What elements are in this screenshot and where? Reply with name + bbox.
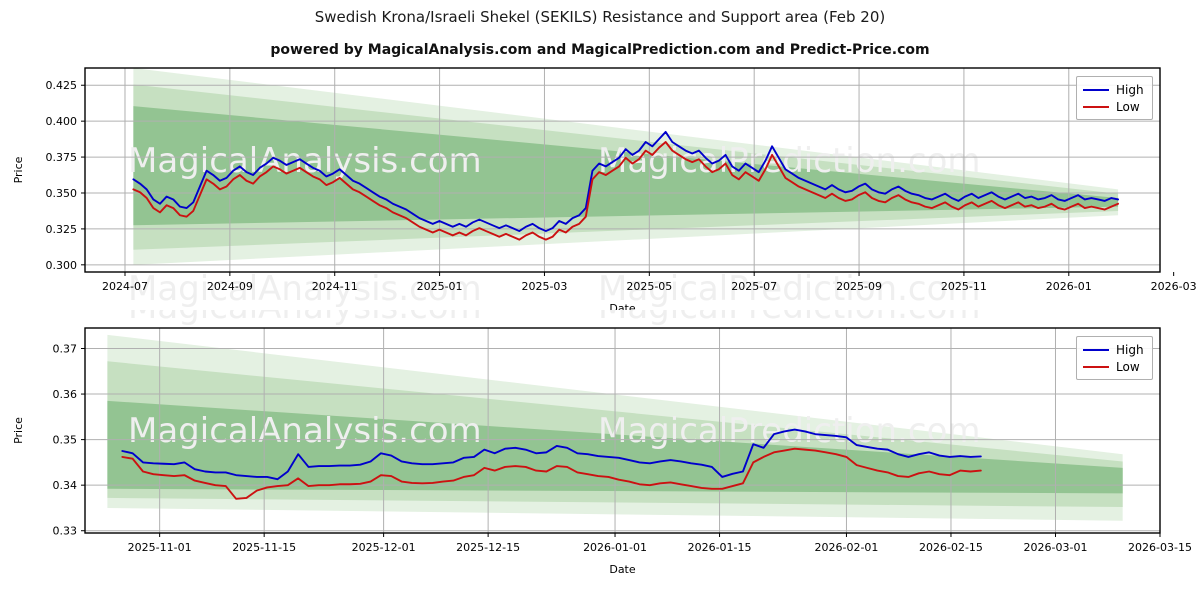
x-axis-title: Date [609, 302, 636, 310]
x-tick-label: 2026-03 [1151, 280, 1197, 293]
legend-item-low[interactable]: Low [1083, 358, 1144, 375]
x-tick-label: 2026-01-01 [583, 541, 647, 554]
x-tick-label: 2026-03-01 [1024, 541, 1088, 554]
x-tick-label: 2025-12-01 [352, 541, 416, 554]
series-line-low [121, 447, 982, 500]
lower-chart-legend[interactable]: High Low [1076, 336, 1153, 380]
lower-chart-panel: MagicalAnalysis.com MagicalPrediction.com… [0, 310, 1200, 600]
x-tick-label: 2026-01-15 [688, 541, 752, 554]
watermark-text: MagicalPrediction.com [598, 310, 981, 327]
legend-swatch-low [1083, 365, 1109, 368]
x-axis-title: Date [609, 563, 636, 576]
legend-swatch-low [1083, 105, 1109, 108]
upper-chart-panel: MagicalAnalysis.com MagicalPrediction.com… [12, 67, 1197, 310]
x-tick-label: 2025-05 [626, 280, 672, 293]
legend-swatch-high [1083, 88, 1109, 91]
y-axis-title: Price [12, 417, 25, 444]
legend-label: Low [1116, 359, 1140, 374]
x-tick-label: 2024-07 [102, 280, 148, 293]
series-line-high [121, 428, 982, 481]
x-tick-label: 2026-02-01 [814, 541, 878, 554]
y-tick-label: 0.35 [53, 434, 78, 447]
y-axis-title: Price [12, 156, 25, 183]
x-tick-label: 2025-03 [521, 280, 567, 293]
lower-plot-svg: MagicalAnalysis.com MagicalPrediction.com… [12, 310, 1192, 576]
legend-item-high[interactable]: High [1083, 81, 1144, 98]
x-tick-label: 2025-01 [417, 280, 463, 293]
series-line-low [132, 141, 1120, 241]
y-tick-label: 0.36 [53, 388, 78, 401]
upper-chart-legend[interactable]: High Low [1076, 76, 1153, 120]
page-subtitle: powered by MagicalAnalysis.com and Magic… [270, 42, 930, 58]
y-tick-label: 0.33 [53, 525, 78, 538]
series-line-high [132, 130, 1120, 233]
x-tick-label: 2026-01 [1046, 280, 1092, 293]
watermark-text: MagicalAnalysis.com [128, 411, 482, 451]
x-tick-label: 2025-11-15 [232, 541, 296, 554]
watermark-text: MagicalAnalysis.com [128, 310, 482, 327]
legend-swatch-high [1083, 348, 1109, 351]
legend-item-low[interactable]: Low [1083, 98, 1144, 115]
legend-label: High [1116, 82, 1144, 97]
y-tick-label: 0.400 [46, 115, 78, 128]
x-tick-label: 2026-03-15 [1128, 541, 1192, 554]
y-tick-label: 0.375 [46, 151, 78, 164]
watermark-text: MagicalPrediction.com [598, 269, 981, 309]
x-tick-label: 2025-12-15 [456, 541, 520, 554]
x-tick-label: 2024-11 [312, 280, 358, 293]
legend-label: High [1116, 342, 1144, 357]
x-tick-label: 2025-07 [731, 280, 777, 293]
y-tick-label: 0.300 [46, 259, 78, 272]
x-tick-label: 2025-09 [836, 280, 882, 293]
y-tick-label: 0.37 [53, 343, 78, 356]
x-tick-label: 2025-11-01 [128, 541, 192, 554]
x-tick-label: 2026-02-15 [919, 541, 983, 554]
legend-label: Low [1116, 99, 1140, 114]
y-tick-label: 0.325 [46, 223, 78, 236]
y-tick-label: 0.425 [46, 79, 78, 92]
watermark-text: MagicalAnalysis.com [128, 269, 482, 309]
x-tick-label: 2025-11 [941, 280, 987, 293]
page-title: Swedish Krona/Israeli Shekel (SEKILS) Re… [314, 8, 886, 26]
x-tick-label: 2024-09 [207, 280, 253, 293]
watermark-text: MagicalAnalysis.com [128, 141, 482, 181]
legend-item-high[interactable]: High [1083, 341, 1144, 358]
upper-plot-svg: MagicalAnalysis.com MagicalPrediction.com… [12, 67, 1197, 310]
y-tick-label: 0.350 [46, 187, 78, 200]
y-tick-label: 0.34 [53, 479, 78, 492]
watermark-text: MagicalPrediction.com [598, 141, 981, 181]
